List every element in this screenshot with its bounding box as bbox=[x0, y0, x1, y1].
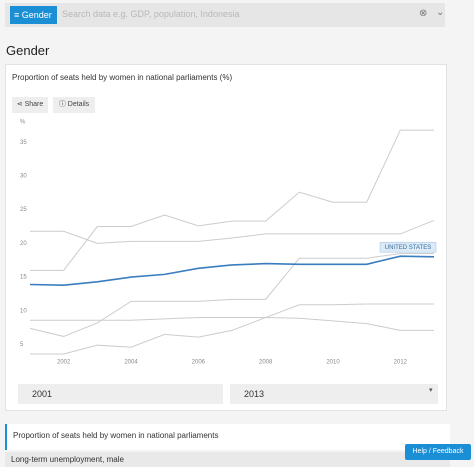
range-to[interactable]: 2013 bbox=[230, 384, 438, 404]
series-line bbox=[30, 317, 434, 355]
series-label: UNITED STATES bbox=[385, 245, 431, 251]
y-tick-label: 20 bbox=[20, 241, 27, 247]
y-tick-label: 5 bbox=[20, 342, 24, 348]
y-axis-label: % bbox=[20, 120, 26, 126]
indicator-item[interactable]: Proportion of seats held by women in nat… bbox=[5, 424, 450, 450]
x-tick-label: 2006 bbox=[192, 360, 206, 366]
x-tick-label: 2004 bbox=[124, 360, 138, 366]
chip-text: Gender bbox=[21, 10, 52, 20]
x-tick-label: 2008 bbox=[259, 360, 273, 366]
series-label-box bbox=[379, 241, 437, 253]
chart-title: Proportion of seats held by women in nat… bbox=[12, 73, 233, 82]
series-line bbox=[30, 129, 434, 271]
heading: Gender bbox=[6, 43, 50, 58]
y-tick-label: 10 bbox=[20, 308, 27, 314]
series-line bbox=[29, 255, 435, 286]
series-line bbox=[30, 303, 434, 321]
button-text: Share bbox=[24, 101, 44, 108]
x-tick-label: 2010 bbox=[326, 360, 340, 366]
search-bar[interactable] bbox=[5, 3, 445, 27]
x-tick-label: 2012 bbox=[394, 360, 408, 366]
dropdown-icon[interactable]: ⌄ bbox=[436, 7, 445, 18]
y-tick-label: 35 bbox=[20, 140, 27, 146]
button-text: Details bbox=[67, 101, 90, 108]
indicator-item[interactable]: Long-term unemployment, male bbox=[5, 452, 450, 467]
help-button[interactable]: Help / Feedback bbox=[405, 444, 471, 460]
range-arrow: ▾ bbox=[429, 387, 433, 394]
y-tick-label: 30 bbox=[20, 174, 27, 180]
search-chip[interactable]: ≡ Gender bbox=[10, 6, 57, 24]
chart: % 5 10 15 20 25 30 35 2002 2004 2006 2008 2010 2012 UN… bbox=[20, 120, 437, 366]
series-line bbox=[30, 219, 435, 244]
search-placeholder: Search data e.g. GDP, population, Indone… bbox=[62, 9, 240, 19]
clear-icon[interactable]: ⊗ bbox=[419, 8, 428, 19]
details-button[interactable]: ⓘ Details bbox=[53, 97, 95, 113]
range-from[interactable]: 2001 bbox=[18, 384, 223, 404]
card bbox=[5, 64, 447, 411]
x-tick-label: 2002 bbox=[57, 360, 71, 366]
series-line bbox=[29, 252, 434, 337]
y-tick-label: 25 bbox=[20, 207, 27, 213]
share-button[interactable]: ⋖ Share bbox=[12, 97, 48, 113]
y-tick-label: 15 bbox=[20, 275, 27, 281]
